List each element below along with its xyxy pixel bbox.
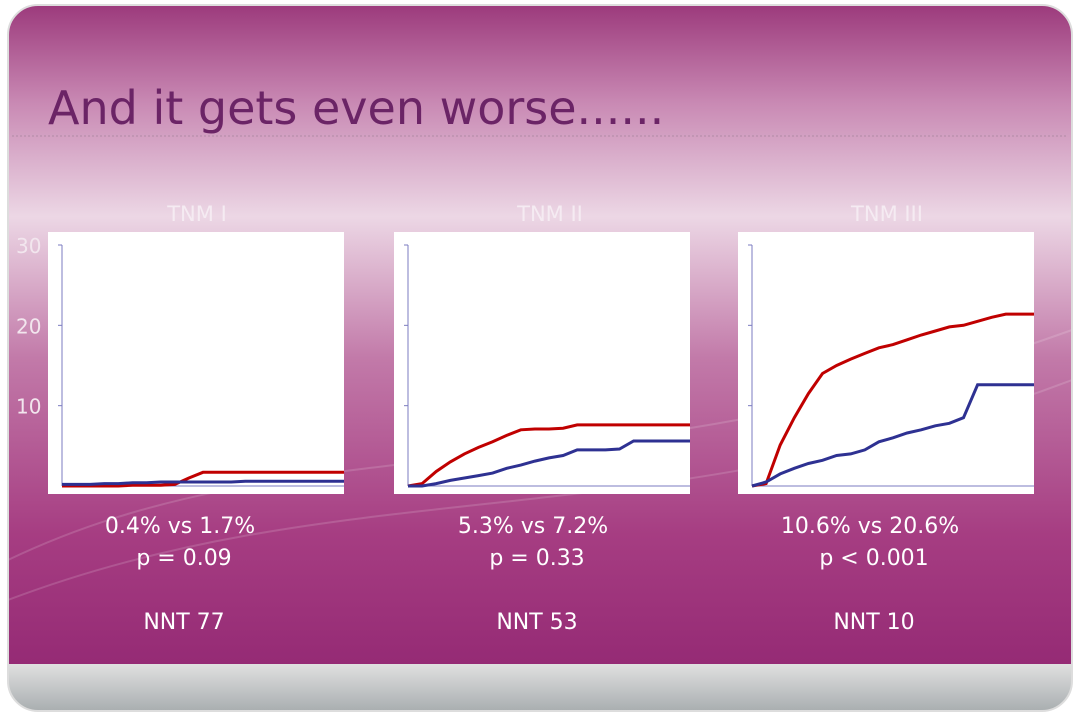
chart-title: TNM III bbox=[850, 202, 923, 226]
annotation: NNT 10 bbox=[833, 610, 914, 635]
y-tick-label: 10 bbox=[16, 395, 41, 419]
y-tick-label: 20 bbox=[16, 314, 41, 338]
plot-panel bbox=[394, 232, 690, 494]
annotation: p < 0.001 bbox=[819, 546, 928, 571]
series-line bbox=[407, 423, 690, 488]
annotation: 0.4% vs 1.7% bbox=[105, 514, 255, 539]
slide-title: And it gets even worse...... bbox=[48, 81, 664, 135]
series-line bbox=[62, 479, 344, 486]
annotation: NNT 77 bbox=[143, 610, 224, 635]
frame bbox=[7, 4, 1073, 712]
series-line bbox=[62, 470, 344, 488]
series-line bbox=[751, 312, 1034, 488]
annotation: NNT 53 bbox=[496, 610, 577, 635]
annotation: 10.6% vs 20.6% bbox=[781, 514, 959, 539]
plot-panel bbox=[48, 232, 344, 494]
plot-panel bbox=[738, 232, 1034, 494]
y-tick-label: 30 bbox=[16, 234, 41, 258]
annotation: 5.3% vs 7.2% bbox=[458, 514, 608, 539]
annotation: p = 0.09 bbox=[136, 546, 231, 571]
series-line bbox=[408, 439, 690, 488]
chart-title: TNM II bbox=[516, 202, 583, 226]
series-line bbox=[751, 383, 1034, 488]
chart-title: TNM I bbox=[166, 202, 227, 226]
annotation: p = 0.33 bbox=[489, 546, 584, 571]
